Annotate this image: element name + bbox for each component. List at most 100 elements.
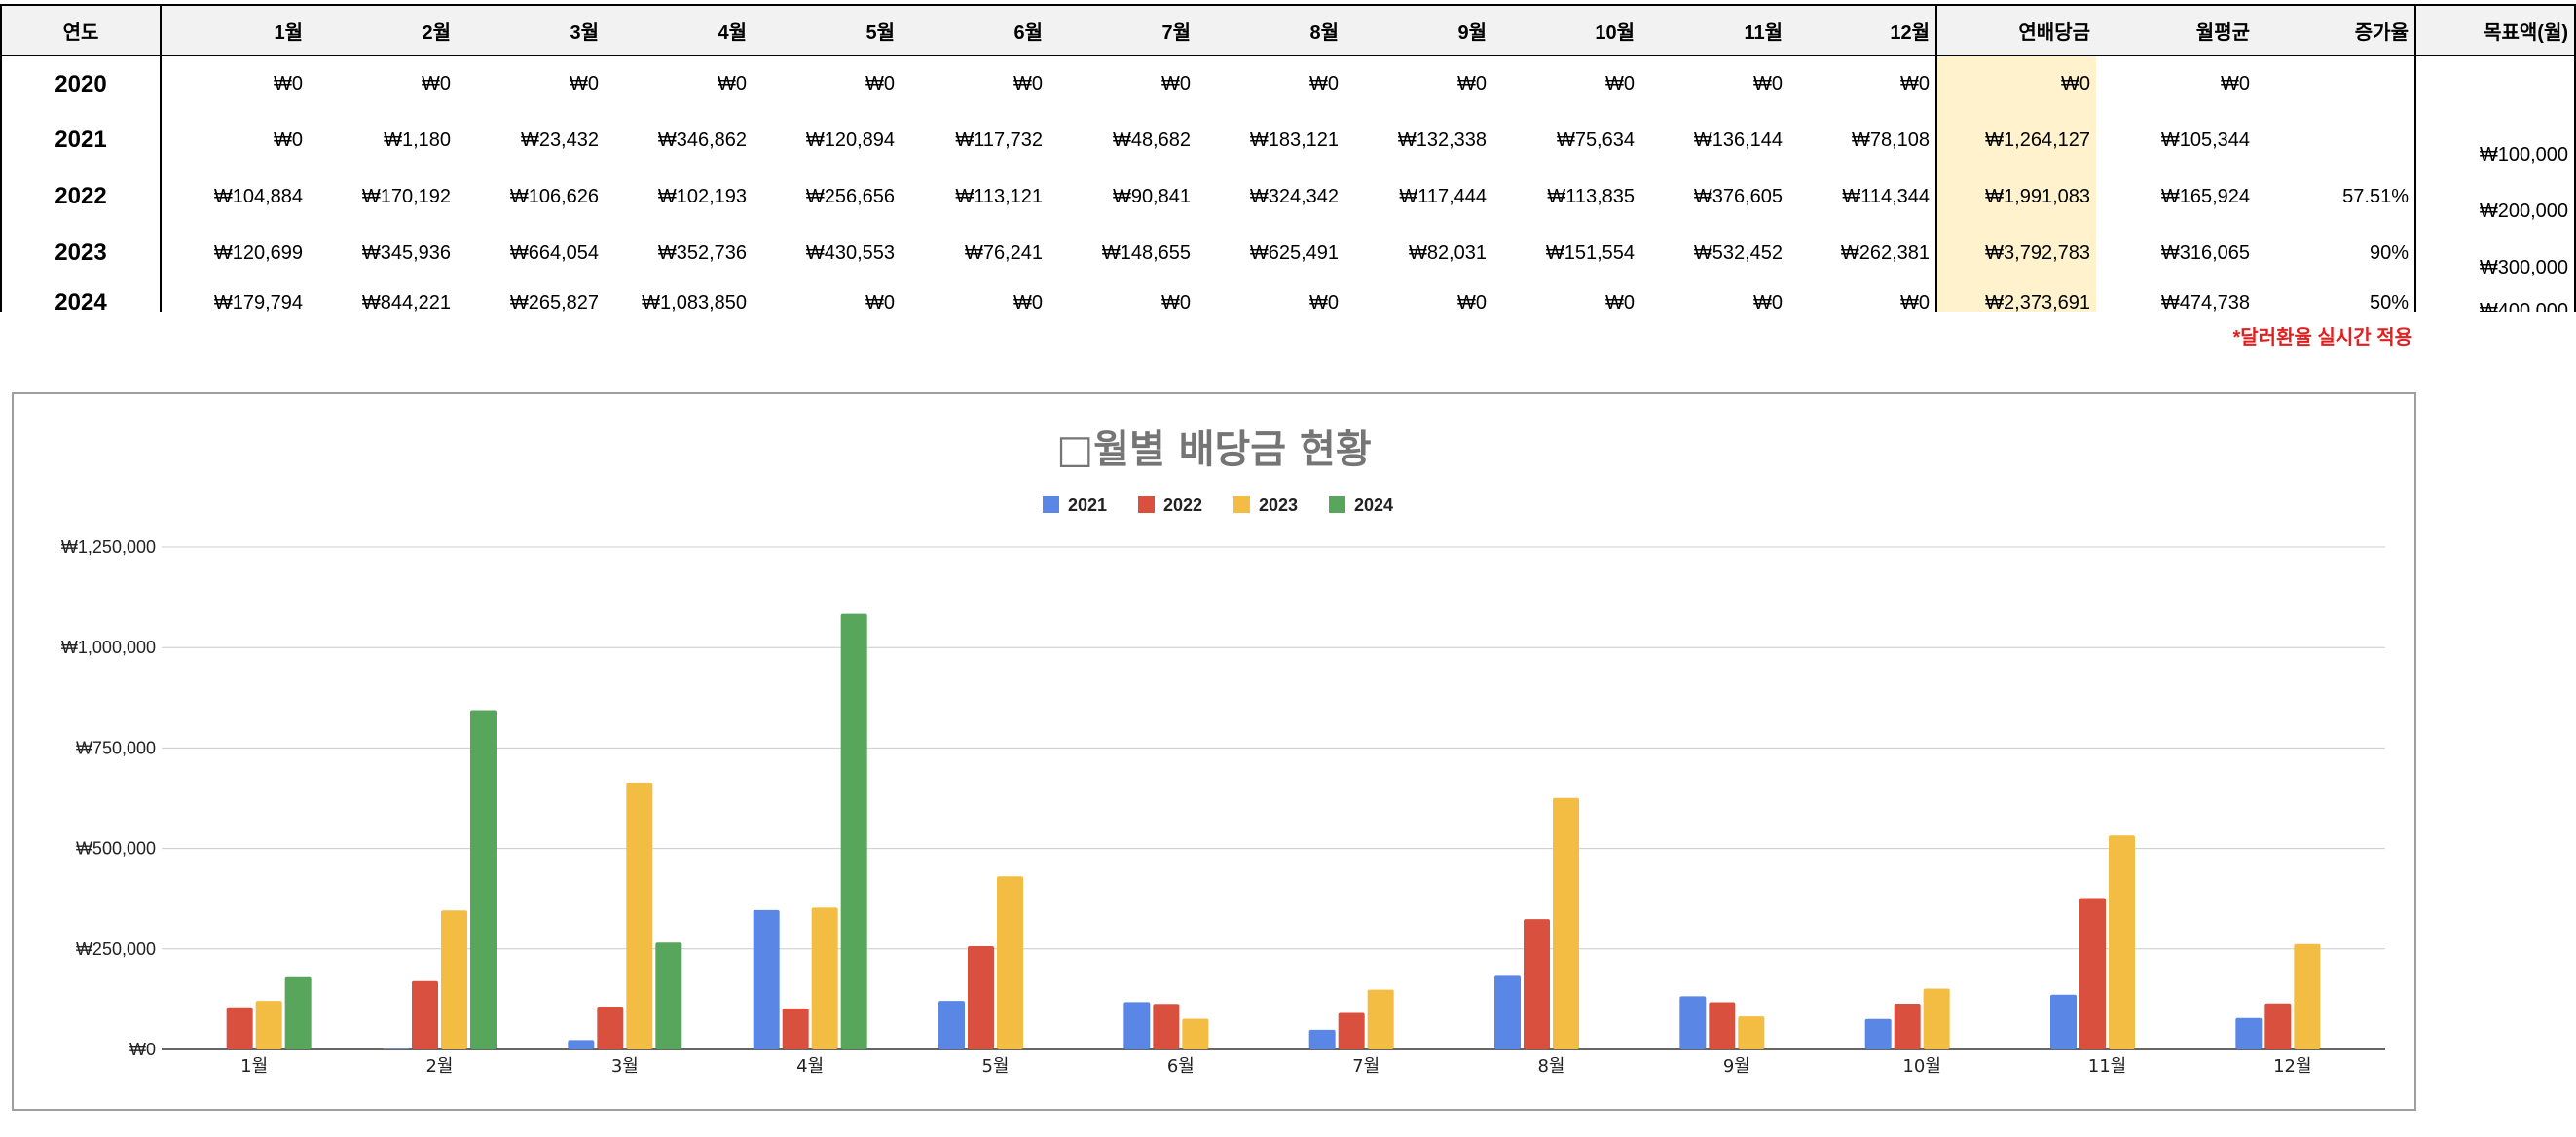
cell-month-value[interactable]: ₩346,862 — [657, 128, 747, 151]
cell-month-value[interactable]: ₩114,344 — [1842, 185, 1930, 207]
bar-2022[interactable] — [1524, 919, 1550, 1049]
cell-month-value[interactable]: ₩48,682 — [1112, 128, 1191, 151]
cell-month-value[interactable]: ₩120,894 — [805, 128, 895, 151]
bar-2023[interactable] — [811, 907, 838, 1049]
cell-monthly-avg[interactable]: ₩0 — [2221, 73, 2250, 94]
cell-month-value[interactable]: ₩352,736 — [657, 241, 747, 264]
header-growth[interactable]: 증가율 — [2256, 4, 2415, 56]
bar-2022[interactable] — [412, 980, 438, 1049]
cell-month-value[interactable]: ₩664,054 — [509, 241, 599, 264]
cell-month-value[interactable]: ₩0 — [1900, 291, 1930, 313]
cell-month-value[interactable]: ₩151,554 — [1545, 241, 1635, 264]
cell-annual[interactable]: ₩3,792,783 — [1935, 225, 2096, 281]
cell-month-value[interactable]: ₩0 — [570, 73, 599, 94]
bar-2023[interactable] — [441, 910, 467, 1049]
cell-year[interactable]: 2023 — [0, 225, 161, 281]
cell-month-value[interactable]: ₩0 — [1457, 291, 1487, 313]
cell-month-value[interactable]: ₩75,634 — [1556, 128, 1635, 151]
cell-month-value[interactable]: ₩132,338 — [1397, 128, 1487, 151]
bar-2022[interactable] — [226, 1007, 253, 1049]
cell-month-value[interactable]: ₩1,180 — [384, 128, 451, 151]
cell-month-value[interactable]: ₩104,884 — [160, 168, 309, 225]
cell-growth[interactable]: 57.51% — [2342, 185, 2409, 207]
cell-growth[interactable] — [2256, 55, 2415, 112]
cell-month-value[interactable]: ₩0 — [865, 73, 895, 94]
bar-2021[interactable] — [1494, 975, 1521, 1049]
cell-month-value[interactable]: ₩532,452 — [1693, 241, 1783, 264]
cell-month-value[interactable]: ₩844,221 — [361, 291, 451, 313]
cell-growth[interactable] — [2256, 112, 2415, 168]
header-mar[interactable]: 3월 — [457, 4, 605, 56]
cell-target[interactable]: ₩100,000 — [2414, 112, 2576, 168]
cell-month-value[interactable]: ₩265,827 — [509, 291, 599, 313]
dividend-chart[interactable]: □월별 배당금 현황 2021 2022 2023 2024 ₩0 ₩250,000 ₩500… — [12, 392, 2416, 1111]
header-nov[interactable]: 11월 — [1640, 4, 1788, 56]
cell-month-value[interactable]: ₩0 — [1753, 291, 1783, 313]
cell-month-value[interactable]: ₩113,835 — [1547, 185, 1635, 207]
cell-monthly-avg[interactable]: ₩105,344 — [2160, 128, 2250, 151]
bar-2023[interactable] — [1923, 988, 1950, 1049]
cell-month-value[interactable]: ₩0 — [1309, 73, 1339, 94]
bar-2024[interactable] — [470, 710, 497, 1049]
bar-2021[interactable] — [1679, 996, 1707, 1049]
bar-2022[interactable] — [968, 946, 994, 1049]
cell-month-value[interactable]: ₩345,936 — [361, 241, 451, 264]
header-jul[interactable]: 7월 — [1049, 4, 1196, 56]
bar-2021[interactable] — [1123, 1002, 1151, 1049]
bar-2024[interactable] — [284, 976, 312, 1049]
cell-year[interactable]: 2021 — [0, 112, 161, 168]
bar-2023[interactable] — [626, 782, 653, 1049]
cell-month-value[interactable]: ₩430,553 — [805, 241, 895, 264]
cell-month-value[interactable]: ₩256,656 — [805, 185, 895, 207]
bar-2021[interactable] — [753, 909, 780, 1049]
bar-2022[interactable] — [1894, 1004, 1921, 1049]
cell-month-value[interactable]: ₩0 — [1900, 73, 1930, 94]
bar-2022[interactable] — [2264, 1003, 2292, 1049]
cell-month-value[interactable]: ₩82,031 — [1408, 241, 1487, 264]
header-annual[interactable]: 연배당금 — [1935, 4, 2096, 56]
bar-2021[interactable] — [1308, 1029, 1336, 1049]
cell-month-value[interactable]: ₩23,432 — [520, 128, 599, 151]
cell-month-value[interactable]: ₩170,192 — [361, 185, 451, 207]
bar-2021[interactable] — [938, 1001, 965, 1049]
cell-month-value[interactable]: ₩0 — [1753, 73, 1783, 94]
header-target[interactable]: 목표액(월) — [2414, 4, 2576, 56]
cell-month-value[interactable]: ₩0 — [1013, 291, 1043, 313]
header-aug[interactable]: 8월 — [1196, 4, 1344, 56]
cell-monthly-avg[interactable]: ₩316,065 — [2160, 241, 2250, 264]
cell-month-value[interactable]: ₩136,144 — [1693, 128, 1783, 151]
cell-month-value[interactable]: ₩0 — [865, 291, 895, 313]
bar-2023[interactable] — [2294, 943, 2321, 1049]
cell-year[interactable]: 2020 — [0, 55, 161, 112]
header-year[interactable]: 연도 — [0, 4, 161, 56]
cell-month-value[interactable]: ₩183,121 — [1249, 128, 1339, 151]
cell-month-value[interactable]: ₩117,732 — [955, 128, 1043, 151]
bar-2022[interactable] — [597, 1006, 624, 1049]
cell-annual[interactable]: ₩0 — [1935, 55, 2096, 112]
cell-growth[interactable]: 90% — [2369, 241, 2409, 264]
cell-month-value[interactable]: ₩102,193 — [657, 185, 747, 207]
cell-annual[interactable]: ₩1,991,083 — [1935, 168, 2096, 225]
bar-2024[interactable] — [655, 942, 682, 1049]
cell-target[interactable] — [2414, 55, 2576, 112]
cell-monthly-avg[interactable]: ₩474,738 — [2160, 291, 2250, 313]
bar-2022[interactable] — [1338, 1012, 1365, 1049]
bar-2023[interactable] — [255, 1001, 282, 1049]
cell-month-value[interactable]: ₩0 — [1309, 291, 1339, 313]
bar-2023[interactable] — [1367, 989, 1394, 1049]
cell-monthly-avg[interactable]: ₩165,924 — [2160, 185, 2250, 207]
cell-month-value[interactable]: ₩0 — [1013, 73, 1043, 94]
cell-month-value[interactable]: ₩324,342 — [1249, 185, 1339, 207]
cell-month-value[interactable]: ₩0 — [1161, 291, 1191, 313]
bar-2023[interactable] — [2109, 835, 2135, 1049]
header-oct[interactable]: 10월 — [1492, 4, 1640, 56]
cell-month-value[interactable]: ₩0 — [422, 73, 451, 94]
bar-2021[interactable] — [1864, 1018, 1892, 1049]
cell-month-value[interactable]: ₩120,699 — [160, 225, 309, 281]
cell-month-value[interactable]: ₩0 — [160, 112, 309, 168]
cell-year[interactable]: 2022 — [0, 168, 161, 225]
header-may[interactable]: 5월 — [753, 4, 901, 56]
cell-month-value[interactable]: ₩78,108 — [1851, 128, 1930, 151]
header-apr[interactable]: 4월 — [605, 4, 753, 56]
cell-month-value[interactable]: ₩0 — [160, 55, 309, 112]
